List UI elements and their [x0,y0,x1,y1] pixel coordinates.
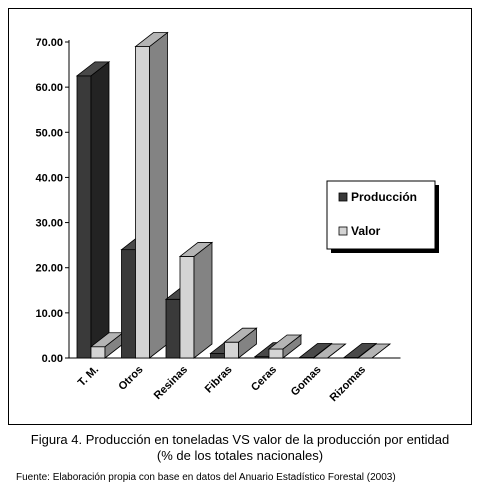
bar-top [312,343,347,359]
y-tick-label: 0.00 [42,353,63,365]
bar-front [165,298,181,359]
bar-front [210,353,225,359]
y-tick-label: 40.00 [35,172,63,184]
bar-front [121,249,136,359]
bar-top [75,61,111,77]
bar-top [298,343,333,358]
legend-label: Valor [351,224,381,238]
bar-front [135,46,150,359]
x-tick-label: Ceras [249,364,279,394]
x-tick-label: Otros [116,364,145,393]
bar-front [76,75,92,359]
bars [75,31,392,359]
x-tick-label: Fibras [203,364,235,396]
legend-label: Producción [351,190,417,204]
x-tick-label: Gomas [289,364,324,399]
caption-line-1: Figura 4. Producción en toneladas VS val… [30,432,450,447]
bar-valor [356,343,392,359]
bar-valor [178,241,214,359]
y-tick-label: 10.00 [35,308,63,320]
bar-top [356,343,392,359]
bar-side [90,61,110,359]
y-tick-label: 60.00 [35,82,63,94]
legend-swatch [338,192,348,202]
chart-frame: 0.00 10.00 20.00 30.00 40.00 50.00 60.00 70.00 … [8,8,472,425]
bar-valor [134,31,169,359]
y-tick-label: 50.00 [35,127,63,139]
bar-top [223,327,258,343]
x-tick-label: Rizomas [328,364,368,404]
bar-side [193,241,213,359]
bar-top [267,334,303,350]
legend-swatch [338,226,348,236]
figure-caption: Figura 4. Producción en toneladas VS val… [0,432,480,464]
legend: Producción Valor [326,180,439,253]
x-axis-labels: T. M. Otros Resinas Fibras Ceras Gomas Rizomas [76,364,368,404]
bar-side [149,31,168,359]
y-tick-label: 30.00 [35,218,63,230]
caption-line-2: (% de los totales nacionales) [156,448,324,463]
bar-front [90,346,106,359]
legend-box [326,180,436,250]
bar-front [268,348,284,359]
bar-front [179,256,195,359]
bar-front [224,341,239,359]
bar-chart: 0.0010.0020.0030.0040.0050.0060.0070.00 … [35,31,439,404]
bar-top [134,32,169,47]
bar-top [178,242,214,257]
source-note: Fuente: Elaboración propia con base en d… [16,472,396,483]
bar-produccion [75,61,111,359]
x-tick-label: Resinas [152,364,190,402]
bar-valor [223,327,258,359]
y-tick-label: 70.00 [35,37,63,49]
bar-top [342,343,378,358]
x-tick-label: T. M. [76,364,101,389]
bar-valor [312,343,347,359]
y-tick-label: 20.00 [35,263,63,275]
bar-valor [267,334,303,359]
